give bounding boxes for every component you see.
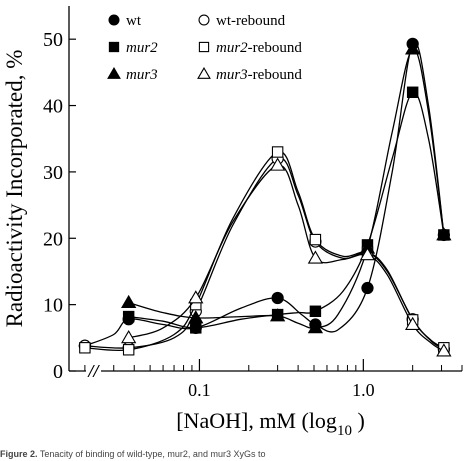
legend-label-name: wt-rebound	[216, 13, 286, 29]
data-point-mur2	[122, 310, 135, 323]
x-axis-label: [NaOH], mM (log10 )	[176, 408, 365, 439]
x-axis-label-suffix: )	[352, 408, 365, 433]
legend-label-name: mur3	[126, 67, 158, 83]
data-point-mur2-rebound	[79, 342, 91, 354]
legend-marker	[198, 41, 210, 53]
data-point-mur2	[406, 86, 419, 98]
legend-marker	[198, 14, 210, 26]
data-point-mur3-rebound	[269, 157, 286, 171]
data-point-mur3	[188, 310, 204, 324]
legend-marker	[107, 66, 121, 79]
series-line-mur2-rebound	[84, 151, 445, 352]
y-tick-label: 20	[43, 228, 63, 250]
data-point-mur3-rebound	[359, 247, 376, 261]
data-point-mur3-rebound	[307, 250, 324, 264]
x-axis-label-text: [NaOH], mM (log	[176, 408, 337, 433]
x-tick-label: 1.0	[352, 380, 375, 400]
x-tick-label: 0.1	[188, 380, 211, 400]
legend-label: mur2	[126, 40, 158, 56]
legend-marker	[108, 41, 120, 53]
legend-label: mur3	[126, 67, 158, 83]
caption-label: Figure 2.	[0, 449, 38, 459]
x-axis-label-subscript: 10	[337, 423, 352, 439]
data-point-mur2-rebound	[309, 233, 322, 246]
caption-text: Tenacity of binding of wild-type, mur2, …	[37, 449, 266, 459]
legend-label: mur3-rebound	[216, 67, 302, 83]
figure-caption: Figure 2. Tenacity of binding of wild-ty…	[0, 448, 474, 461]
data-point-mur3-rebound	[121, 330, 137, 344]
y-axis-label: Radioactivity Incorporated, %	[2, 50, 27, 328]
data-point-mur2	[190, 322, 202, 334]
legend-label-name: mur3	[216, 67, 248, 83]
y-tick-label: 10	[43, 295, 63, 317]
data-point-mur3	[436, 227, 452, 241]
legend-label-suffix: -rebound	[248, 67, 303, 83]
data-point-mur3	[307, 320, 324, 334]
data-point-mur3-rebound	[188, 290, 204, 304]
legend-marker	[108, 14, 120, 26]
legend-label: wt	[126, 13, 142, 29]
series-line-mur3-rebound	[128, 164, 445, 352]
y-tick-label: 30	[43, 162, 63, 184]
data-point-mur2-rebound	[271, 146, 284, 158]
data-point-mur2	[309, 305, 322, 317]
data-point-mur2-rebound	[122, 344, 135, 356]
data-point-mur3	[121, 294, 137, 309]
legend-label: wt-rebound	[216, 13, 286, 29]
legend-label-name: mur2	[216, 40, 248, 56]
y-tick-label: 40	[43, 96, 63, 118]
legend-label: mur2-rebound	[216, 40, 302, 56]
data-point-mur3-rebound	[405, 316, 421, 330]
x-axis-break-mark: //	[86, 361, 100, 381]
y-tick-label: 0	[53, 361, 63, 383]
data-point-mur3	[269, 308, 286, 322]
legend-marker	[197, 66, 211, 79]
legend-label-name: wt	[126, 13, 142, 29]
legend-label-suffix: -rebound	[248, 40, 303, 56]
data-point-mur3-rebound	[436, 343, 452, 357]
legend-label-name: mur2	[126, 40, 158, 56]
y-tick-label: 50	[43, 29, 63, 51]
series-line-wt	[84, 41, 445, 347]
data-point-wt	[361, 281, 374, 295]
data-point-wt	[271, 291, 284, 305]
data-point-mur3	[405, 41, 421, 55]
